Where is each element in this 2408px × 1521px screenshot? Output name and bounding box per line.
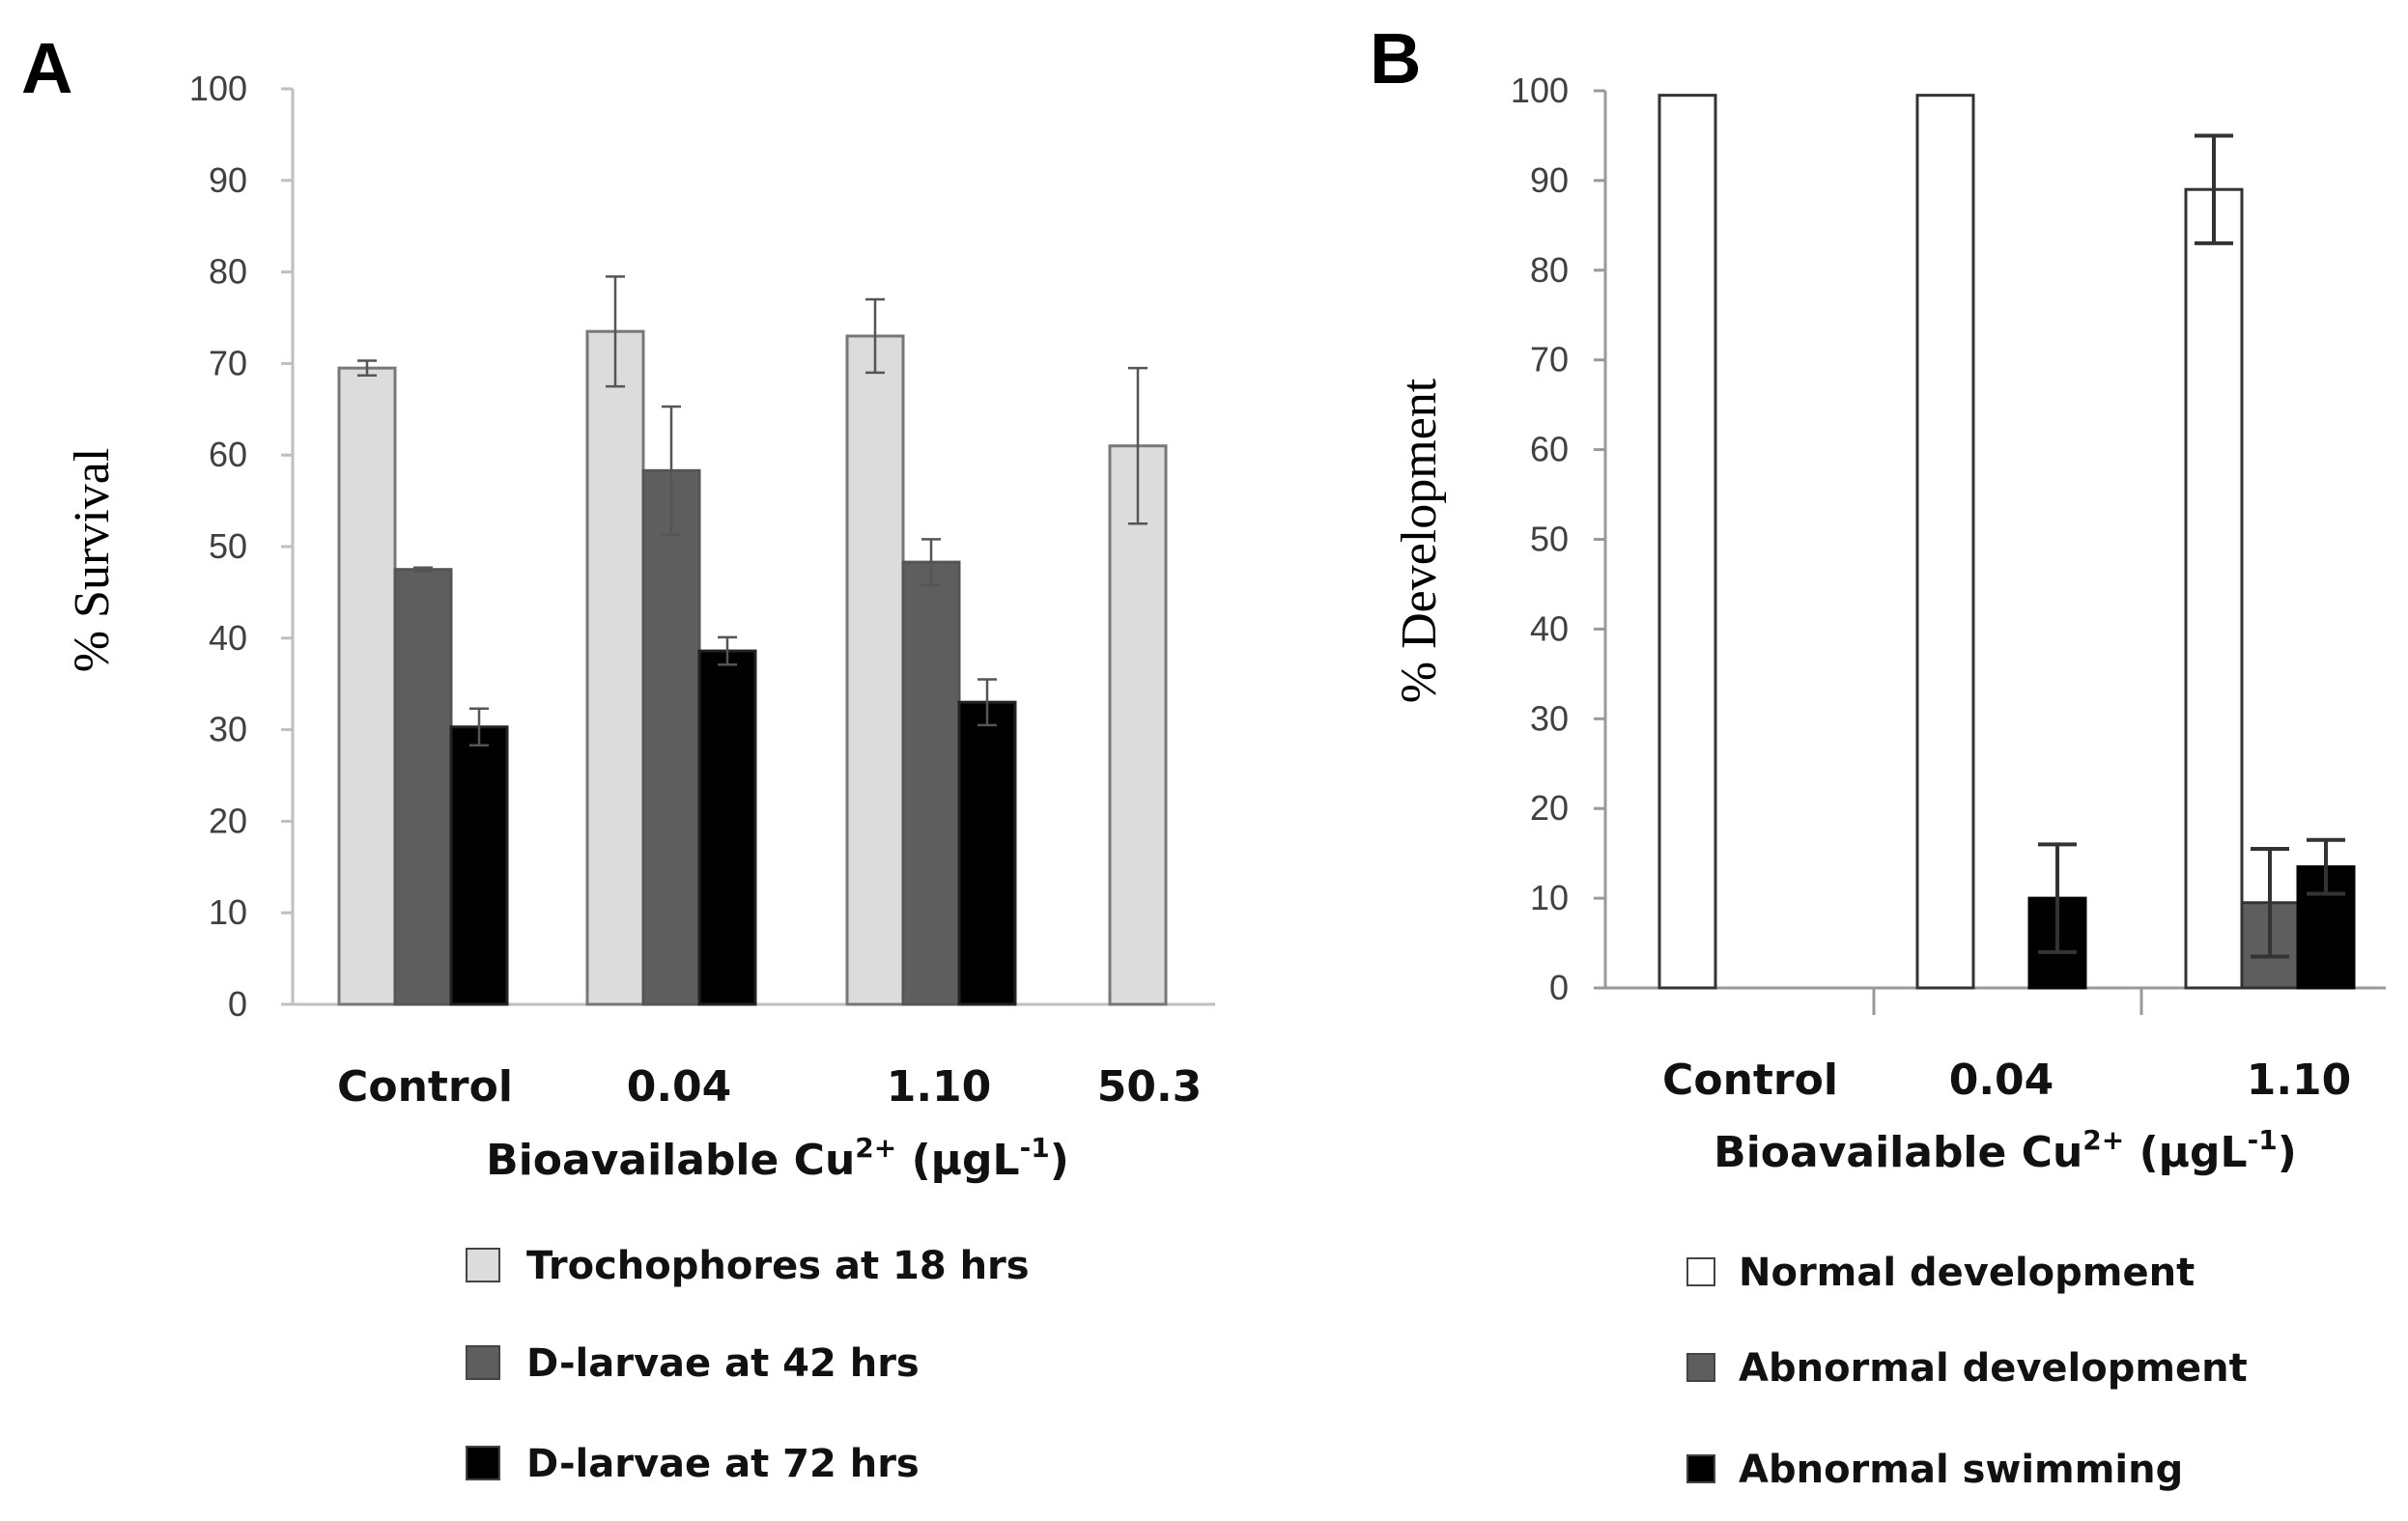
y-tick-label-10: 10 — [1530, 878, 1569, 917]
x-category-label-50-3: 50.3 — [1097, 1062, 1203, 1112]
error-bar-d-larvae-at-42-hrs-1-10 — [921, 538, 941, 587]
bar-trochophores-at-18-hrs-1-10 — [845, 334, 905, 1006]
error-bar-normal-development-1-10 — [2195, 133, 2233, 245]
bar-d-larvae-at-72-hrs-control — [449, 725, 509, 1006]
x-category-label-control: Control — [1662, 1056, 1838, 1105]
bar-normal-development-control — [1657, 94, 1717, 990]
y-tick-label-60: 60 — [1530, 430, 1569, 469]
y-tick-label-100: 100 — [1511, 70, 1569, 110]
x-label-main: Bioavailable Cu — [486, 1136, 855, 1185]
panel-b-bars — [1657, 94, 2356, 990]
y-tick-label-30: 30 — [1530, 698, 1569, 738]
legend-label-abnormal-development: Abnormal development — [1739, 1346, 2248, 1391]
y-tick-label-70: 70 — [209, 343, 247, 382]
legend-swatch-abnormal-swimming — [1686, 1454, 1715, 1483]
error-bar-trochophores-at-18-hrs-1-10 — [865, 297, 885, 375]
panel-a-y-axis-label: % Survival — [65, 448, 120, 673]
bar-normal-development-1-10 — [2184, 187, 2244, 990]
error-bar-d-larvae-at-42-hrs-control — [413, 566, 433, 573]
panel-b-y-ticks: 0 10 20 30 40 50 60 70 80 90 100 — [1511, 70, 1605, 1007]
x-category-label-1-10: 1.10 — [2247, 1056, 2352, 1105]
error-bar-d-larvae-at-72-hrs-control — [469, 707, 489, 746]
panel-a-legend: Trochophores at 18 hrs D-larvae at 42 hrs… — [466, 1244, 1030, 1486]
panel-a: A % Survival 0 10 20 30 40 50 60 70 80 90 100 Cont… — [21, 28, 1215, 1486]
x-label-close: ) — [2278, 1128, 2297, 1177]
bar-d-larvae-at-42-hrs-control — [393, 568, 453, 1006]
error-bar-trochophores-at-18-hrs-50-3 — [1128, 366, 1147, 525]
panel-a-bars — [337, 329, 1168, 1006]
legend-swatch-normal-development — [1686, 1257, 1715, 1286]
error-bar-abnormal-swimming-1-10 — [2307, 837, 2345, 896]
y-tick-label-90: 90 — [1530, 160, 1569, 200]
error-bar-trochophores-at-18-hrs-0-04 — [606, 275, 625, 388]
legend-swatch-trochophores-at-18-hrs — [466, 1248, 500, 1282]
y-tick-label-10: 10 — [209, 892, 247, 932]
bar-d-larvae-at-72-hrs-0-04 — [697, 649, 757, 1006]
legend-swatch-abnormal-development — [1686, 1353, 1715, 1382]
x-label-unit-sup: -1 — [1020, 1132, 1050, 1164]
y-tick-label-70: 70 — [1530, 340, 1569, 380]
y-tick-label-50: 50 — [209, 526, 247, 566]
x-category-label-control: Control — [337, 1062, 513, 1112]
y-tick-label-40: 40 — [1530, 608, 1569, 648]
x-label-sup: 2+ — [2082, 1124, 2124, 1156]
bar-d-larvae-at-42-hrs-1-10 — [901, 560, 961, 1006]
panel-b-letter: B — [1370, 18, 1421, 99]
panel-a-y-ticks: 0 10 20 30 40 50 60 70 80 90 100 — [189, 69, 293, 1024]
legend-label-trochophores-at-18-hrs: Trochophores at 18 hrs — [526, 1244, 1030, 1288]
panel-a-x-axis-label: Bioavailable Cu2+ (μgL-1) — [486, 1132, 1069, 1185]
panel-b-x-axis-label: Bioavailable Cu2+ (μgL-1) — [1714, 1124, 2297, 1177]
y-tick-label-20: 20 — [1530, 788, 1569, 828]
panel-b: B % Development 0 10 20 30 40 50 60 70 80 90 100 C… — [1370, 18, 2386, 1492]
x-category-label-1-10: 1.10 — [887, 1062, 992, 1112]
legend-label-abnormal-swimming: Abnormal swimming — [1739, 1448, 2183, 1492]
legend-swatch-d-larvae-at-42-hrs — [466, 1345, 500, 1380]
panel-a-categories: Control 0.04 1.10 50.3 — [337, 1062, 1202, 1112]
y-tick-label-30: 30 — [209, 710, 247, 749]
x-label-close: ) — [1050, 1136, 1069, 1185]
legend-label-d-larvae-at-72-hrs: D-larvae at 72 hrs — [526, 1442, 920, 1486]
y-tick-label-90: 90 — [209, 160, 247, 200]
panel-a-error-bars — [357, 275, 1147, 746]
panel-b-error-bars — [2038, 133, 2345, 959]
y-tick-label-0: 0 — [228, 984, 247, 1024]
x-label-unit-sup: -1 — [2248, 1124, 2278, 1156]
y-tick-label-100: 100 — [189, 69, 247, 108]
x-category-label-0-04: 0.04 — [627, 1062, 732, 1112]
legend-label-d-larvae-at-42-hrs: D-larvae at 42 hrs — [526, 1341, 920, 1386]
x-category-label-0-04: 0.04 — [1949, 1056, 2054, 1105]
error-bar-d-larvae-at-42-hrs-0-04 — [662, 405, 681, 536]
legend-label-normal-development: Normal development — [1739, 1251, 2195, 1295]
panel-b-categories: Control 0.04 1.10 — [1662, 1056, 2351, 1105]
bar-trochophores-at-18-hrs-control — [337, 366, 397, 1006]
error-bar-trochophores-at-18-hrs-control — [357, 359, 377, 377]
panel-a-letter: A — [21, 28, 72, 108]
bar-d-larvae-at-72-hrs-1-10 — [957, 700, 1017, 1006]
error-bar-d-larvae-at-72-hrs-0-04 — [718, 635, 737, 666]
panel-b-y-axis-label: % Development — [1392, 378, 1447, 703]
bar-trochophores-at-18-hrs-0-04 — [585, 329, 645, 1006]
bar-normal-development-0-04 — [1915, 94, 1975, 990]
panel-b-legend: Normal development Abnormal development Ab… — [1686, 1251, 2248, 1492]
y-tick-label-60: 60 — [209, 435, 247, 474]
error-bar-d-larvae-at-72-hrs-1-10 — [977, 678, 997, 727]
error-bar-abnormal-swimming-0-04 — [2038, 842, 2077, 954]
y-tick-label-40: 40 — [209, 618, 247, 658]
bar-d-larvae-at-42-hrs-0-04 — [641, 468, 701, 1006]
x-label-unit: (μgL — [2124, 1128, 2247, 1177]
bar-trochophores-at-18-hrs-50-3 — [1108, 444, 1168, 1006]
legend-swatch-d-larvae-at-72-hrs — [466, 1446, 500, 1480]
y-tick-label-0: 0 — [1549, 968, 1569, 1007]
y-tick-label-20: 20 — [209, 801, 247, 840]
x-label-sup: 2+ — [855, 1132, 896, 1164]
y-tick-label-80: 80 — [1530, 250, 1569, 290]
error-bar-abnormal-development-1-10 — [2251, 847, 2289, 959]
y-tick-label-80: 80 — [209, 252, 247, 292]
x-label-unit: (μgL — [896, 1136, 1019, 1185]
y-tick-label-50: 50 — [1530, 520, 1569, 559]
x-label-main: Bioavailable Cu — [1714, 1128, 2082, 1177]
